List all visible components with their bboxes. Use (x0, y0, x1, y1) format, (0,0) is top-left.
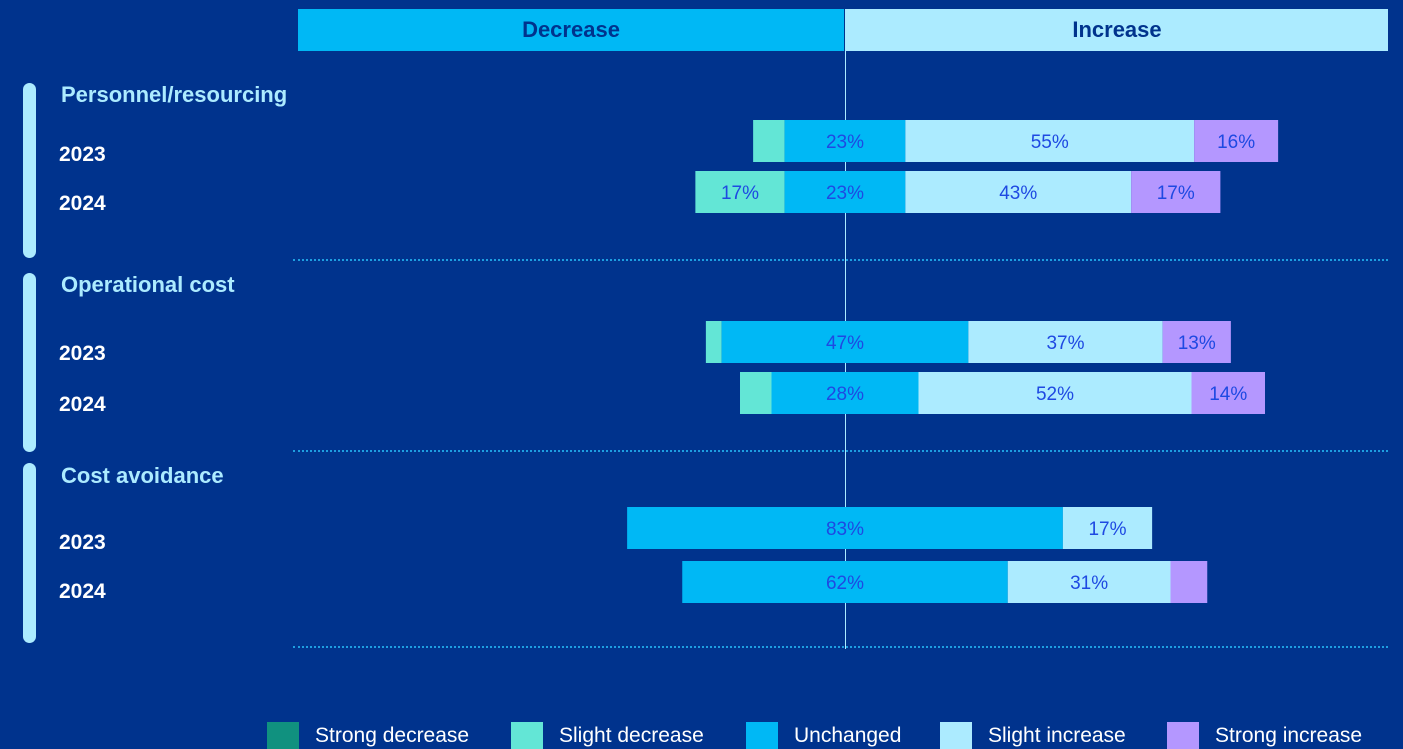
bar-segment-unchanged (627, 507, 1063, 549)
bar-value-label: 23% (826, 132, 864, 153)
decrease-header-label: Decrease (522, 17, 620, 42)
group-title-personnel: Personnel/resourcing (61, 82, 288, 107)
legend-item-strong-decrease: Strong decrease (267, 722, 469, 749)
legend-swatch (267, 722, 299, 749)
bar-value-label: 37% (1046, 333, 1084, 354)
bar-segment-slight-increase (918, 372, 1192, 414)
legend-label: Slight increase (988, 723, 1126, 747)
year-label-avoidance-2024: 2024 (59, 580, 106, 603)
bar-segment-slight-decrease (705, 321, 722, 363)
bar-value-label: 17% (1157, 183, 1195, 204)
bar-segment-slight-increase (905, 171, 1132, 213)
bar-value-label: 31% (1070, 573, 1108, 594)
bar-segment-strong-increase (1162, 321, 1231, 363)
legend-swatch (940, 722, 972, 749)
year-label-operational-2024: 2024 (59, 393, 106, 416)
legend-swatch (511, 722, 543, 749)
group-separator (293, 646, 1388, 648)
year-label-personnel-2023: 2023 (59, 143, 106, 166)
bar-value-label: 17% (1088, 519, 1126, 540)
bar-segment-slight-increase (968, 321, 1163, 363)
bar-value-label: 83% (826, 519, 864, 540)
decrease-header: Decrease (298, 9, 844, 51)
bar-segment-unchanged (721, 321, 969, 363)
legend-label: Unchanged (794, 723, 902, 747)
legend-item-slight-decrease: Slight decrease (511, 722, 704, 749)
bar-value-label: 43% (999, 183, 1037, 204)
year-label-avoidance-2023: 2023 (59, 531, 106, 554)
bar-segment-strong-increase (1131, 171, 1221, 213)
bar-value-label: 62% (826, 573, 864, 594)
legend-item-slight-increase: Slight increase (940, 722, 1126, 749)
bar-value-label: 16% (1217, 132, 1255, 153)
bar-segment-strong-increase (1170, 561, 1208, 603)
bar-value-label: 13% (1178, 333, 1216, 354)
legend-swatch (746, 722, 778, 749)
bar-value-label: 14% (1209, 384, 1247, 405)
bar-value-label: 55% (1031, 132, 1069, 153)
bar-value-label: 47% (826, 333, 864, 354)
increase-header-label: Increase (1072, 17, 1162, 42)
bar-segment-unchanged (771, 372, 919, 414)
bar-segment-slight-increase (1062, 507, 1153, 549)
bar-segment-strong-increase (1194, 120, 1279, 162)
bar-segment-slight-decrease (740, 372, 772, 414)
legend-label: Strong increase (1215, 723, 1363, 747)
bar-segment-unchanged (784, 120, 906, 162)
legend-label: Slight decrease (559, 723, 704, 747)
group-bracket-operational (23, 273, 36, 452)
group-bracket-personnel (23, 83, 36, 258)
legend-item-unchanged: Unchanged (746, 722, 901, 749)
legend-item-strong-increase: Strong increase (1167, 722, 1362, 749)
bar-segment-unchanged (682, 561, 1008, 603)
bar-segment-strong-increase (1191, 372, 1265, 414)
bar-segment-slight-increase (1007, 561, 1171, 603)
bar-value-label: 17% (721, 183, 759, 204)
bar-segment-slight-decrease (753, 120, 785, 162)
group-separator (293, 450, 1388, 452)
bar-value-label: 52% (1036, 384, 1074, 405)
group-title-operational: Operational cost (61, 272, 235, 297)
bar-segment-slight-decrease (695, 171, 785, 213)
increase-header: Increase (846, 9, 1388, 51)
group-title-avoidance: Cost avoidance (61, 463, 224, 488)
bar-value-label: 28% (826, 384, 864, 405)
group-bracket-avoidance (23, 463, 36, 643)
legend-swatch (1167, 722, 1199, 749)
bar-value-label: 23% (826, 183, 864, 204)
bar-segment-slight-increase (905, 120, 1195, 162)
year-label-operational-2023: 2023 (59, 342, 106, 365)
group-separator (293, 259, 1388, 261)
legend-label: Strong decrease (315, 723, 470, 747)
bar-segment-unchanged (784, 171, 906, 213)
year-label-personnel-2024: 2024 (59, 192, 106, 215)
